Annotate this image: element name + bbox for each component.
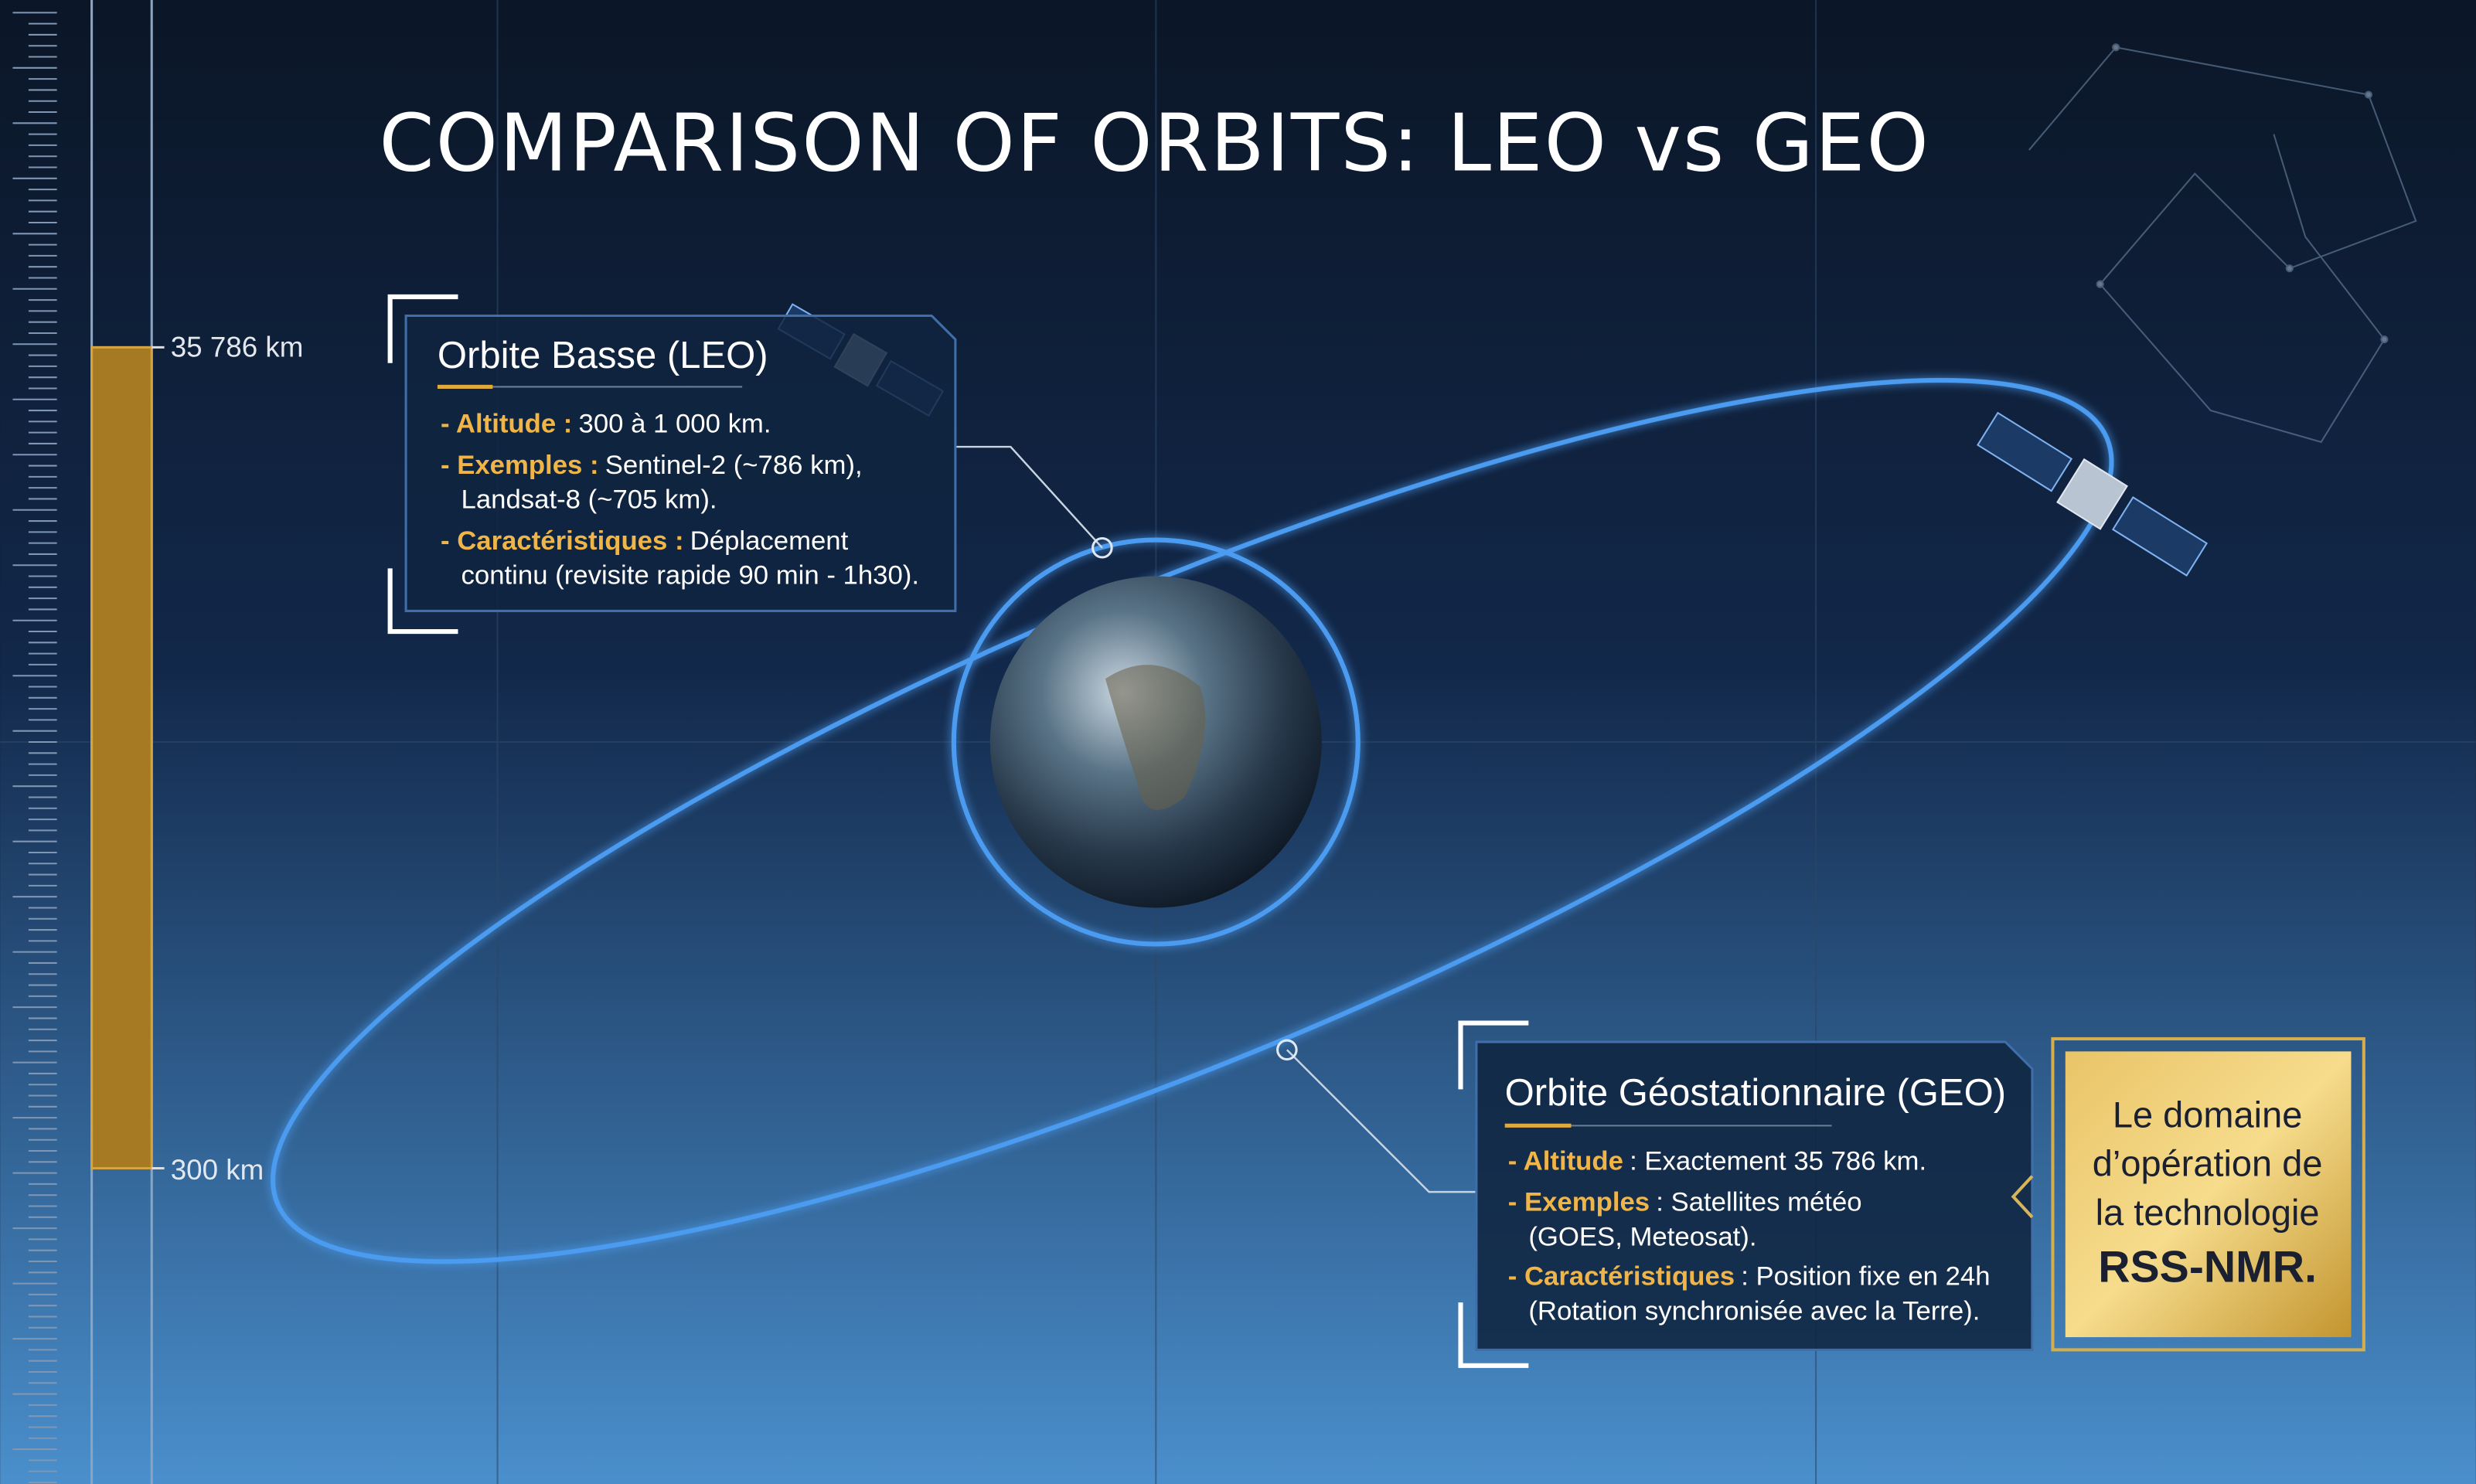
item-label: - Altitude	[1508, 1147, 1623, 1176]
item: - Exemples :Sentinel-2 (~786 km),	[441, 451, 863, 480]
altitude-bar	[92, 347, 152, 1168]
item-text: Landsat-8 (~705 km).	[461, 485, 717, 515]
item-text: (Rotation synchronisée avec la Terre).	[1528, 1297, 1980, 1326]
item: - Altitude :300 à 1 000 km.	[441, 410, 771, 439]
item-text: : Position fixe en 24h	[1741, 1262, 1990, 1292]
item-label: - Altitude :	[441, 410, 572, 439]
highlight-text: Le domaine d’opération de la technologie RS…	[2093, 1094, 2323, 1292]
highlight-line: Le domaine	[2113, 1094, 2302, 1135]
item-text: 300 à 1 000 km.	[579, 410, 771, 439]
item: - Exemples: Satellites météo	[1508, 1188, 1862, 1217]
item-label: - Exemples :	[441, 451, 599, 480]
item-label: - Exemples	[1508, 1188, 1650, 1217]
geo-title: Orbite Géostationnaire (GEO)	[1505, 1072, 2006, 1114]
altitude-bottom-label: 300 km	[171, 1154, 264, 1186]
item-label: - Caractéristiques	[1508, 1262, 1735, 1292]
infographic: 35 786 km 300 km COMPARISON OF ORBITS: L…	[0, 0, 2476, 1484]
highlight-line: la technologie	[2096, 1192, 2320, 1233]
item-text: (GOES, Meteosat).	[1528, 1223, 1756, 1252]
altitude-top-label: 35 786 km	[171, 332, 304, 363]
leo-title: Orbite Basse (LEO)	[438, 335, 768, 376]
highlight-emphasis: RSS-NMR.	[2098, 1243, 2317, 1292]
item: - Altitude: Exactement 35 786 km.	[1508, 1147, 1926, 1176]
item: - Caractéristiques: Position fixe en 24h	[1508, 1262, 1991, 1292]
item-text: : Exactement 35 786 km.	[1630, 1147, 1926, 1176]
item: - Caractéristiques :Déplacement	[441, 526, 849, 556]
item-text: continu (revisite rapide 90 min - 1h30).	[461, 561, 919, 591]
item-text: Sentinel-2 (~786 km),	[605, 451, 863, 480]
page: 35 786 km 300 km COMPARISON OF ORBITS: L…	[0, 0, 2476, 1484]
item-text: : Satellites météo	[1656, 1188, 1861, 1217]
title: COMPARISON OF ORBITS: LEO vs GEO	[379, 98, 1930, 190]
item-label: - Caractéristiques :	[441, 526, 684, 556]
item-text: Déplacement	[690, 526, 849, 556]
highlight-line: d’opération de	[2093, 1143, 2323, 1184]
